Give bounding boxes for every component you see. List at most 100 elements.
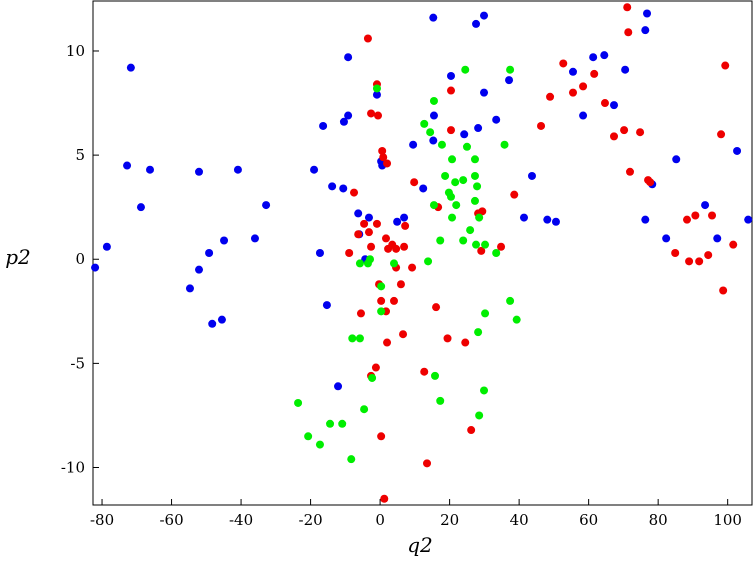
point [448,213,457,222]
point [419,184,428,193]
point [451,178,460,187]
point [672,155,681,164]
point [470,171,479,180]
point [481,240,490,249]
x-tick-label: -80 [90,511,114,529]
point [472,19,481,28]
point [363,34,372,43]
point [383,338,392,347]
point [461,65,470,74]
point [408,263,417,272]
point [719,286,728,295]
point [350,188,359,197]
point [610,132,619,141]
point [729,240,738,249]
point [459,176,468,185]
point [683,215,692,224]
point [589,53,598,62]
point [505,76,514,85]
point [466,226,475,235]
point [441,171,450,180]
point [477,246,486,255]
point [721,61,730,70]
point [389,259,398,268]
point [623,3,632,12]
point [470,155,479,164]
point [443,334,452,343]
point [461,338,470,347]
point [396,280,405,289]
x-tick-label: 0 [375,511,385,529]
point [744,215,753,224]
point [377,296,386,305]
point [475,411,484,420]
point [691,211,700,220]
point [447,71,456,80]
point [600,51,609,60]
point [474,328,483,337]
point [590,69,599,78]
point [506,296,515,305]
point [437,140,446,149]
point [355,334,364,343]
point [641,215,650,224]
point [345,249,354,257]
point [478,207,487,216]
point [383,159,392,168]
point [568,67,577,76]
point [432,303,441,312]
point [481,309,490,318]
point [424,257,433,266]
point [233,165,242,174]
point [360,405,369,414]
point [685,257,694,266]
point [220,236,229,245]
point [568,88,577,97]
point [671,249,680,257]
point [695,257,704,266]
y-tick-label: -5 [70,354,85,372]
x-tick-label: -60 [159,511,183,529]
point [367,242,376,251]
point [372,90,381,99]
plot-frame [92,0,753,506]
point [475,213,484,222]
x-tick-label: 80 [649,511,668,529]
point [208,319,217,328]
x-tick-label: 20 [440,511,459,529]
point [367,109,376,118]
point [326,419,335,428]
point [334,382,343,391]
point [447,86,456,95]
point [717,130,726,139]
point [304,432,313,441]
point [294,398,303,407]
point [429,136,438,145]
point [322,301,331,310]
point [447,126,456,135]
point [360,219,369,228]
point [473,182,482,191]
point [339,184,348,193]
point [400,213,409,222]
point [310,165,319,174]
point [467,426,476,435]
point [643,9,652,18]
point [641,26,650,35]
point [315,440,324,449]
point [459,236,468,245]
point [372,84,381,93]
x-tick-label: -40 [229,511,253,529]
point [579,111,588,120]
point [559,59,568,68]
point [123,161,132,170]
point [392,244,401,253]
point [429,201,438,210]
point [409,140,418,149]
point [480,11,489,20]
point [378,146,387,155]
point [701,201,710,210]
x-tick-label: 40 [510,511,529,529]
y-tick-label: 0 [75,250,85,268]
